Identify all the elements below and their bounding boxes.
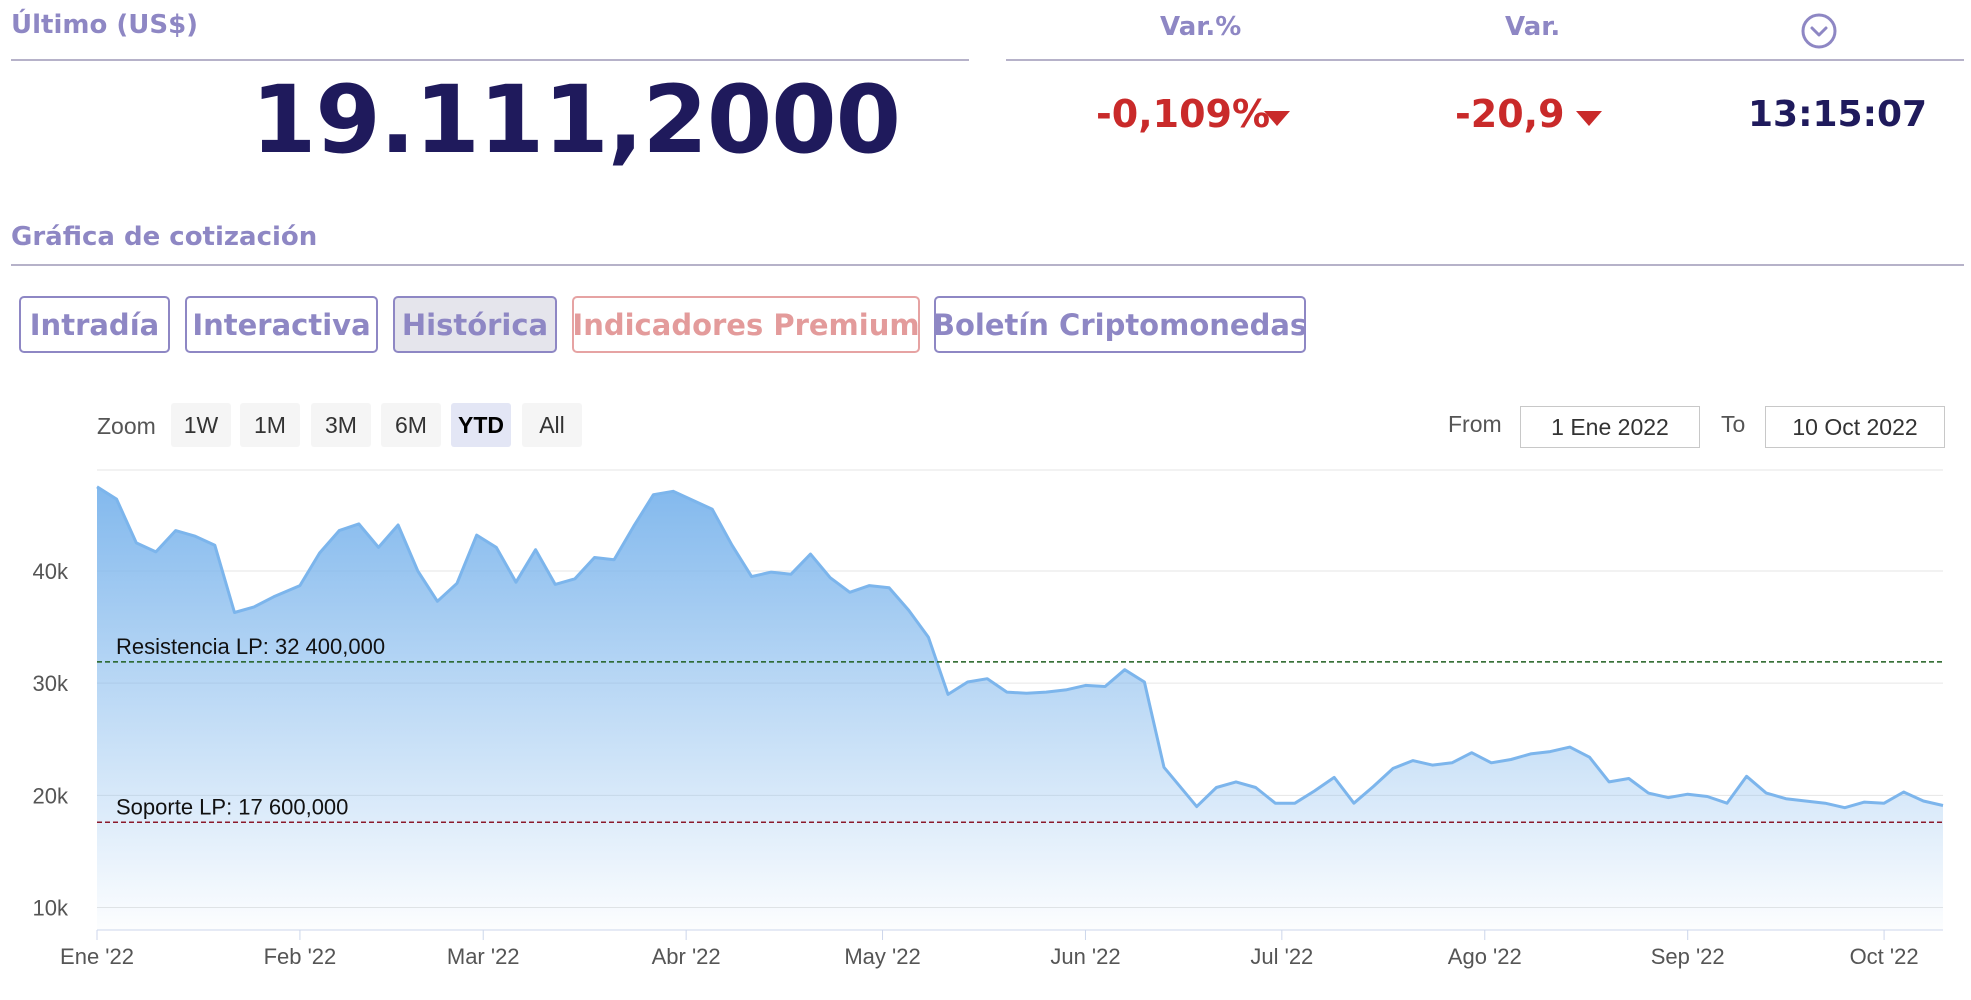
x-tick-label: May '22 bbox=[844, 944, 920, 969]
section-divider bbox=[11, 264, 1964, 266]
resistance-label: Resistencia LP: 32 400,000 bbox=[116, 634, 385, 659]
price-line bbox=[96, 485, 1944, 810]
down-triangle-icon bbox=[1264, 111, 1290, 126]
from-label: From bbox=[1448, 411, 1502, 437]
x-tick-label: Jul '22 bbox=[1250, 944, 1313, 969]
from-date-input[interactable]: 1 Ene 2022 bbox=[1520, 406, 1700, 448]
x-tick-label: Feb '22 bbox=[264, 944, 337, 969]
var-label: Var. bbox=[1505, 12, 1561, 42]
header-left-divider bbox=[11, 59, 969, 61]
to-date-input[interactable]: 10 Oct 2022 bbox=[1765, 406, 1945, 448]
tab-boletin-criptomonedas[interactable]: Boletín Criptomonedas bbox=[933, 296, 1307, 353]
tab-indicadores-premium[interactable]: Indicadores Premium bbox=[572, 296, 920, 353]
last-price-value: 19.111,2000 bbox=[251, 66, 901, 175]
var-value: -20,9 bbox=[1455, 92, 1565, 136]
zoom-1w-button[interactable]: 1W bbox=[171, 403, 231, 447]
to-label: To bbox=[1721, 411, 1746, 437]
x-tick-label: Oct '22 bbox=[1850, 944, 1919, 969]
x-tick-label: Sep '22 bbox=[1651, 944, 1725, 969]
var-pct-value: -0,109% bbox=[1096, 92, 1271, 136]
x-tick-label: Mar '22 bbox=[447, 944, 520, 969]
x-tick-label: Ene '22 bbox=[60, 944, 134, 969]
zoom-6m-button[interactable]: 6M bbox=[381, 403, 441, 447]
y-tick-label: 40k bbox=[33, 559, 69, 584]
x-tick-label: Ago '22 bbox=[1448, 944, 1522, 969]
zoom-1m-button[interactable]: 1M bbox=[240, 403, 300, 447]
zoom-ytd-button[interactable]: YTD bbox=[451, 403, 511, 447]
support-label: Soporte LP: 17 600,000 bbox=[116, 794, 348, 819]
y-tick-label: 10k bbox=[33, 896, 69, 921]
price-area bbox=[97, 486, 1943, 930]
zoom-label: Zoom bbox=[97, 413, 156, 439]
last-price-label: Último (US$) bbox=[11, 10, 199, 40]
header-right-divider bbox=[1006, 59, 1964, 61]
tab-historica[interactable]: Histórica bbox=[393, 296, 557, 353]
x-tick-label: Abr '22 bbox=[652, 944, 721, 969]
y-tick-label: 20k bbox=[33, 783, 69, 808]
x-tick-label: Jun '22 bbox=[1050, 944, 1120, 969]
down-triangle-icon bbox=[1576, 111, 1602, 126]
tab-interactiva[interactable]: Interactiva bbox=[185, 296, 378, 353]
zoom-all-button[interactable]: All bbox=[522, 403, 582, 447]
section-title: Gráfica de cotización bbox=[11, 222, 318, 252]
chevron-down-circle-icon[interactable] bbox=[1800, 12, 1838, 50]
tab-intradia[interactable]: Intradía bbox=[19, 296, 170, 353]
zoom-3m-button[interactable]: 3M bbox=[311, 403, 371, 447]
var-pct-label: Var.% bbox=[1160, 12, 1242, 42]
last-update-time: 13:15:07 bbox=[1748, 94, 1928, 135]
y-tick-label: 30k bbox=[33, 671, 69, 696]
